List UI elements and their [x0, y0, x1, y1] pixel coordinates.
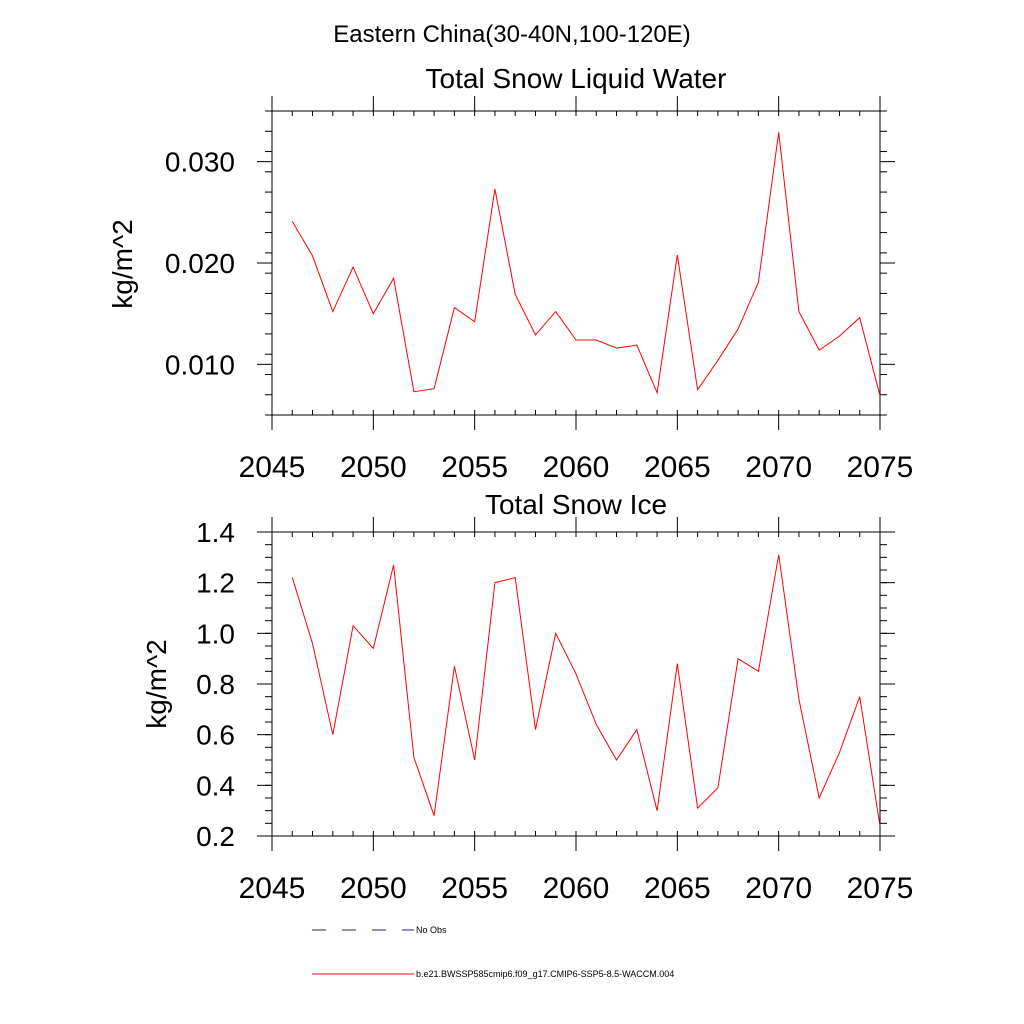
y-axis-label: kg/m^2: [141, 639, 172, 728]
panel-title: Total Snow Liquid Water: [426, 63, 727, 94]
x-tick-label: 2045: [239, 451, 306, 484]
x-tick-label: 2045: [239, 872, 306, 905]
x-tick-label: 2050: [340, 451, 407, 484]
x-tick-label: 2060: [543, 451, 610, 484]
y-axis-label: kg/m^2: [107, 219, 138, 308]
x-tick-label: 2070: [745, 451, 812, 484]
plot-frame: [271, 110, 881, 416]
y-tick-label: 0.010: [165, 349, 235, 380]
y-tick-label: 0.4: [196, 770, 235, 801]
x-tick-label: 2055: [441, 872, 508, 905]
y-tick-label: 0.8: [196, 669, 235, 700]
y-tick-label: 0.030: [165, 147, 235, 178]
y-tick-label: 1.0: [196, 618, 235, 649]
x-tick-label: 2055: [441, 451, 508, 484]
legend-label-no-obs: No Obs: [416, 925, 447, 935]
x-tick-label: 2070: [745, 872, 812, 905]
y-tick-label: 0.2: [196, 821, 235, 852]
x-tick-label: 2065: [644, 451, 711, 484]
plot-frame: [271, 531, 881, 837]
figure-title: Eastern China(30-40N,100-120E): [333, 21, 691, 48]
y-tick-label: 1.2: [196, 568, 235, 599]
x-tick-label: 2075: [847, 872, 914, 905]
x-tick-label: 2050: [340, 872, 407, 905]
x-tick-label: 2065: [644, 872, 711, 905]
x-tick-label: 2075: [847, 451, 914, 484]
legend-label-model: b.e21.BWSSP585cmip6.f09_g17.CMIP6-SSP5-8…: [416, 969, 674, 979]
legend: No Obs b.e21.BWSSP585cmip6.f09_g17.CMIP6…: [312, 925, 674, 979]
y-tick-label: 0.6: [196, 720, 235, 751]
panel-title: Total Snow Ice: [485, 489, 667, 520]
y-tick-label: 0.020: [165, 248, 235, 279]
series-line: [291, 554, 881, 826]
panel-snow-liquid-water: Total Snow Liquid Water kg/m^2 2045 2050 2…: [107, 63, 913, 484]
y-tick-label: 1.4: [196, 517, 235, 548]
panel-snow-ice: Total Snow Ice kg/m^2 2045 2050 2055 2060 20…: [141, 489, 913, 905]
series-line: [291, 132, 881, 396]
x-tick-label: 2060: [543, 872, 610, 905]
